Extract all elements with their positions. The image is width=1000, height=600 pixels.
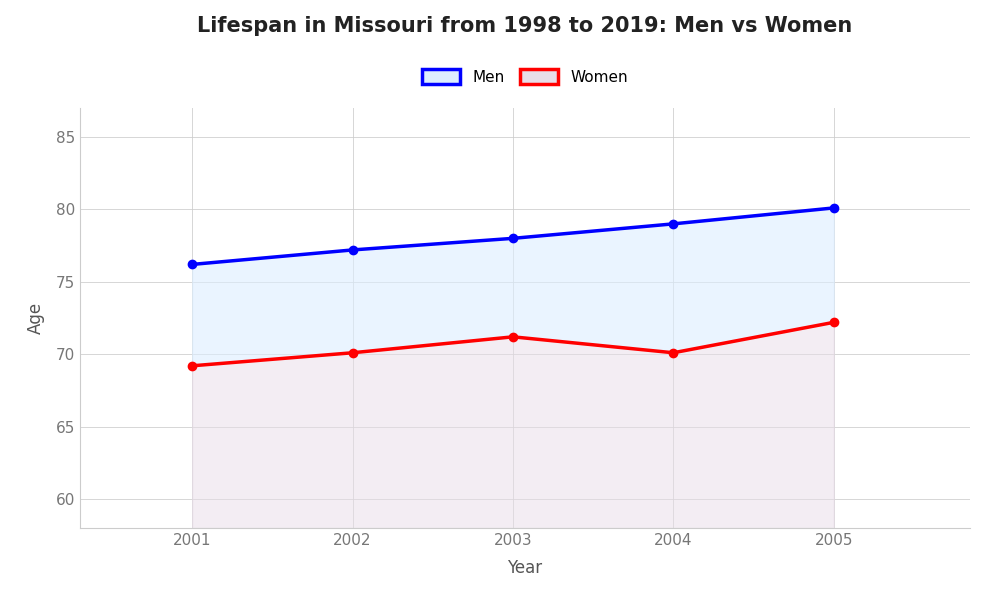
Legend: Men, Women: Men, Women (414, 61, 636, 92)
X-axis label: Year: Year (507, 559, 543, 577)
Y-axis label: Age: Age (27, 302, 45, 334)
Title: Lifespan in Missouri from 1998 to 2019: Men vs Women: Lifespan in Missouri from 1998 to 2019: … (197, 16, 853, 35)
